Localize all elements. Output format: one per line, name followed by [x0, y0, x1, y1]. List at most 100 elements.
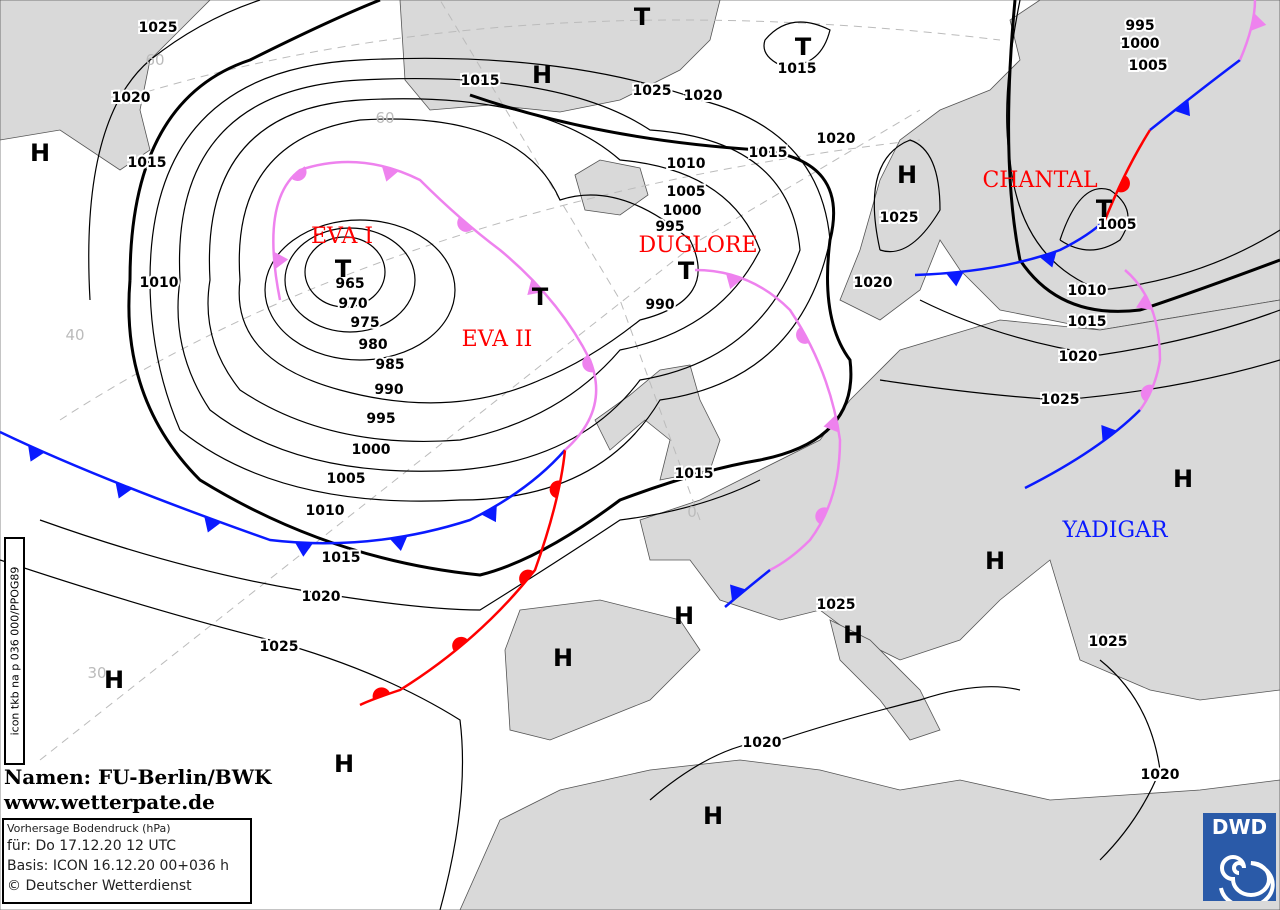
pressure-center-label: H: [532, 61, 552, 89]
italy: [829, 619, 941, 741]
isobar-label: 1025: [139, 20, 178, 36]
isobar-label: 1000: [1121, 36, 1160, 52]
cold-front-triangle: [204, 516, 222, 533]
system-name: DUGLORE: [638, 233, 757, 258]
pressure-center-label: H: [897, 161, 917, 189]
pressure-center-label: H: [104, 666, 124, 694]
warm-front-semicircle: [519, 569, 534, 586]
dwd-logo-text: DWD: [1211, 815, 1268, 839]
cold-front-triangle: [945, 271, 964, 287]
isobar-label: 1005: [1098, 217, 1137, 233]
pressure-center-label: T: [335, 255, 352, 283]
credit-names: Namen: FU-Berlin/BWK: [4, 765, 272, 789]
isobar-label: 1020: [1059, 349, 1098, 365]
pressure-center-label: T: [1096, 195, 1113, 223]
isobar-label: 1005: [1129, 58, 1168, 74]
system-name: YADIGAR: [1061, 518, 1168, 543]
warm-front-semicircle: [1140, 384, 1154, 402]
warm-front-semicircle: [1117, 175, 1130, 193]
cold-front-triangle: [1136, 293, 1153, 310]
isobar-label: 1020: [302, 589, 341, 605]
latitude-labels: 60 60 40 30 0: [65, 51, 696, 682]
info-valid-time: für: Do 17.12.20 12 UTC: [7, 838, 177, 854]
isobar-label: 995: [655, 219, 684, 235]
isobar-label: 1010: [140, 275, 179, 291]
pressure-center-label: T: [795, 33, 812, 61]
isobar-label: 1015: [778, 61, 817, 77]
credit-url[interactable]: www.wetterpate.de: [4, 790, 215, 814]
pressure-center-label: H: [553, 644, 573, 672]
warm-front-semicircle: [452, 636, 469, 652]
pressure-centers: H H T T H T T T T H H H H H H H H: [30, 3, 1193, 830]
isobar-label: 1005: [667, 184, 706, 200]
cold-front-triangle: [381, 165, 399, 182]
isobar-label: 1015: [322, 550, 361, 566]
isobar-label: 975: [350, 315, 379, 331]
isobar-label: 1025: [1041, 392, 1080, 408]
isobar-label: 990: [645, 297, 674, 313]
forecast-info-box: Vorhersage Bodendruck (hPa) für: Do 17.1…: [2, 818, 252, 904]
isobar-label: 1010: [306, 503, 345, 519]
warm-front-semicircle: [549, 480, 561, 499]
isobar-label: 1020: [817, 131, 856, 147]
warm-front-semicircle: [815, 507, 829, 525]
isobar-label: 1000: [352, 442, 391, 458]
cold-front-triangle: [1250, 13, 1267, 31]
isobar-label: 990: [374, 382, 403, 398]
isobar-label: 1015: [1068, 314, 1107, 330]
cold-front-triangle: [294, 542, 313, 557]
pressure-center-label: T: [678, 257, 695, 285]
latitude-label: 40: [65, 326, 84, 344]
cold-front-triangle: [389, 535, 408, 552]
warm-front-semicircle: [796, 326, 810, 344]
isobar-label: 1010: [667, 156, 706, 172]
isobar-label: 985: [375, 357, 404, 373]
pressure-center-label: H: [1173, 465, 1193, 493]
cold-front-triangle: [1101, 425, 1117, 442]
isobar-label: 1015: [461, 73, 500, 89]
dwd-logo: DWD: [1203, 813, 1276, 901]
warm-front-semicircle: [372, 687, 391, 700]
fronts: [0, 0, 1267, 707]
north-africa: [459, 759, 1280, 910]
pressure-center-label: H: [703, 802, 723, 830]
isobar-label: 1020: [112, 90, 151, 106]
cold-front-triangle: [725, 273, 744, 290]
pressure-center-label: T: [532, 283, 549, 311]
warm-front-semicircle: [582, 354, 595, 373]
system-name: EVA II: [462, 327, 533, 352]
isobar-label: 965: [335, 276, 364, 292]
isobar-label: 1010: [1068, 283, 1107, 299]
isobar-label: 1025: [817, 597, 856, 613]
pressure-center-label: H: [30, 139, 50, 167]
latitude-label: 30: [87, 664, 106, 682]
isobar-label: 1025: [880, 210, 919, 226]
pressure-center-label: T: [634, 3, 651, 31]
iceland: [574, 159, 649, 216]
info-basis: Basis: ICON 16.12.20 00+036 h: [7, 858, 230, 874]
spiral-icon: [1219, 855, 1275, 901]
isobar-label: 995: [1125, 18, 1154, 34]
warm-front-semicircle: [290, 166, 307, 181]
pressure-center-label: H: [334, 750, 354, 778]
pressure-center-label: H: [674, 602, 694, 630]
isobar-label: 1025: [1089, 634, 1128, 650]
latitude-grid: [39, 0, 1001, 761]
isobar-label: 970: [338, 296, 367, 312]
product-code-box: icon tkb na p 036 000/PPOG89: [4, 537, 25, 765]
cold-front-triangle: [823, 414, 839, 433]
isobar-label: 995: [366, 411, 395, 427]
isobar-label: 1025: [633, 83, 672, 99]
isobar-label: 980: [358, 337, 387, 353]
cold-front-triangle: [1174, 99, 1190, 117]
isobar-label: 1020: [1141, 767, 1180, 783]
info-copyright: © Deutscher Wetterdienst: [7, 878, 192, 894]
isobar-label: 1005: [327, 471, 366, 487]
pressure-center-label: H: [985, 547, 1005, 575]
iberia: [504, 599, 701, 741]
isobar-label: 1000: [663, 203, 702, 219]
system-name: CHANTAL: [982, 168, 1098, 193]
isobar-label: 1020: [854, 275, 893, 291]
